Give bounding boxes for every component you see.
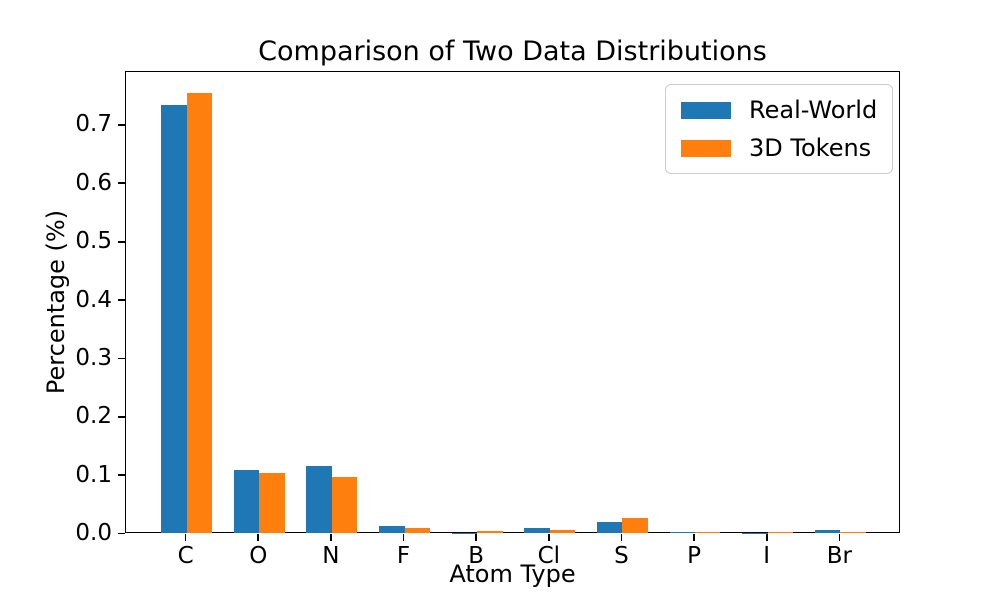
legend-label-3d-tokens: 3D Tokens: [749, 134, 872, 162]
bar-3d-tokens-F: [404, 528, 430, 533]
y-tick-mark: [118, 415, 125, 418]
bar-3d-tokens-P: [695, 531, 721, 533]
y-tick-mark: [118, 299, 125, 301]
x-tick-mark: [693, 533, 695, 541]
y-tick-mark: [118, 474, 125, 476]
x-tick-label: F: [396, 542, 411, 569]
bar-real-world-N: [306, 466, 332, 533]
bar-real-world-O: [233, 469, 260, 533]
bar-3d-tokens-Br: [840, 531, 866, 533]
legend-label-real-world: Real-World: [749, 96, 878, 124]
y-tick-label: 0.1: [75, 461, 112, 488]
y-tick-label: 0.7: [75, 111, 112, 138]
x-tick-mark: [402, 533, 405, 541]
bar-3d-tokens-B: [477, 531, 503, 533]
x-tick-mark: [765, 533, 768, 541]
x-tick-mark: [184, 533, 187, 541]
bar-real-world-F: [379, 525, 405, 533]
chart-title: Comparison of Two Data Distributions: [258, 36, 767, 67]
legend-item-real-world: Real-World: [681, 96, 877, 124]
legend-swatch-3d-tokens: [681, 139, 731, 157]
y-tick-label: 0.4: [75, 286, 112, 313]
bar-3d-tokens-C: [186, 92, 213, 533]
x-tick-mark: [547, 533, 550, 541]
x-tick-label: O: [249, 542, 268, 569]
y-tick-label: 0.5: [75, 228, 112, 255]
x-axis-label: Atom Type: [449, 560, 576, 588]
y-tick-mark: [118, 182, 125, 185]
bar-3d-tokens-N: [331, 476, 358, 533]
bar-3d-tokens-S: [622, 517, 648, 533]
y-tick-label: 0.6: [75, 169, 112, 196]
x-tick-label: Cl: [537, 542, 561, 569]
x-tick-label: Br: [826, 542, 852, 569]
bar-real-world-S: [597, 522, 623, 533]
x-tick-label: N: [322, 542, 340, 569]
bar-3d-tokens-I: [767, 531, 794, 533]
legend-item-3d-tokens: 3D Tokens: [681, 134, 877, 162]
y-tick-label: 0.0: [75, 520, 112, 546]
x-tick-label: C: [177, 542, 194, 569]
x-tick-mark: [838, 533, 841, 541]
y-tick-mark: [118, 357, 125, 360]
y-tick-label: 0.3: [75, 344, 112, 371]
y-tick-label: 0.2: [75, 403, 112, 430]
bar-3d-tokens-Cl: [549, 530, 576, 533]
x-tick-mark: [620, 533, 623, 541]
bar-real-world-C: [161, 105, 187, 533]
x-tick-label: P: [687, 542, 702, 569]
y-tick-mark: [118, 532, 125, 535]
bar-real-world-P: [669, 532, 696, 533]
x-tick-label: S: [614, 542, 629, 569]
x-tick-mark: [257, 533, 260, 541]
y-tick-mark: [118, 124, 125, 126]
bar-3d-tokens-O: [259, 473, 285, 533]
legend: Real-World 3D Tokens: [665, 84, 894, 174]
y-tick-mark: [118, 240, 125, 243]
bar-real-world-Cl: [524, 527, 550, 533]
x-tick-label: B: [468, 542, 485, 569]
legend-swatch-real-world: [681, 101, 731, 119]
x-tick-mark: [330, 533, 332, 541]
bar-real-world-Br: [814, 530, 841, 533]
x-tick-mark: [475, 533, 478, 541]
x-tick-label: I: [763, 542, 771, 569]
